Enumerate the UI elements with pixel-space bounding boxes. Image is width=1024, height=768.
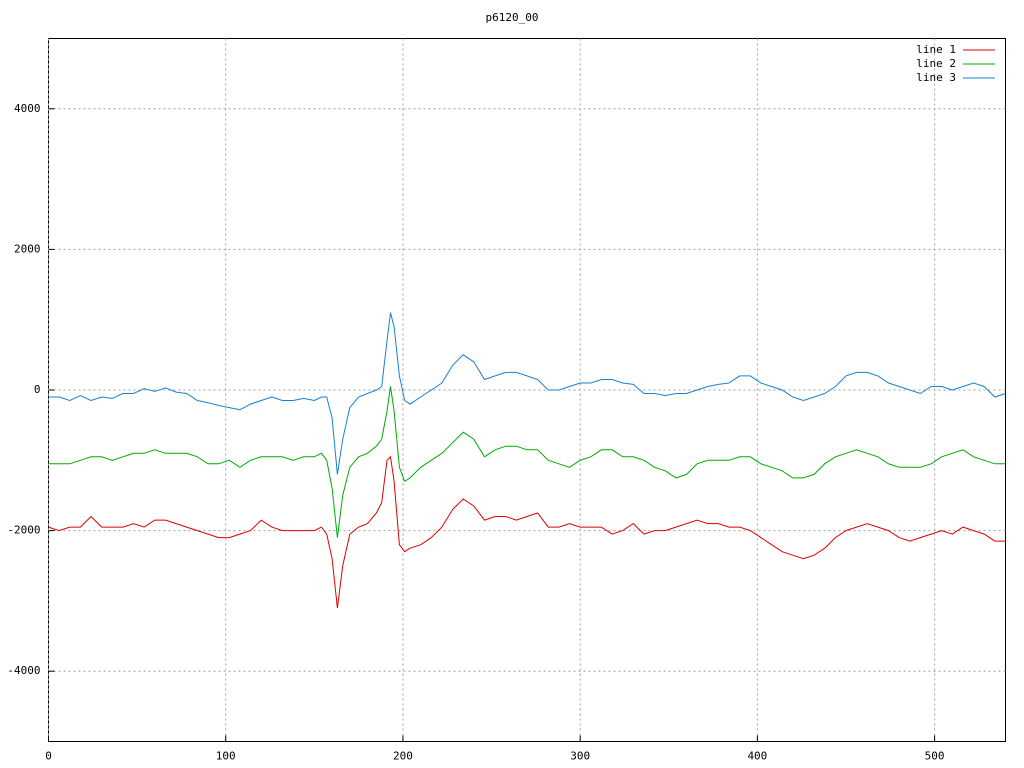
data-line: [48, 386, 1006, 538]
x-tick-label: 100: [216, 750, 236, 763]
legend-label: line 2: [916, 57, 956, 70]
x-tick-label: 500: [925, 750, 945, 763]
y-tick-label: -4000: [7, 664, 40, 677]
x-tick-label: 300: [570, 750, 590, 763]
x-tick-label: 0: [45, 750, 52, 763]
data-line: [48, 455, 1006, 608]
x-tick-label: 400: [747, 750, 767, 763]
x-tick-label: 200: [393, 750, 413, 763]
legend-label: line 1: [916, 43, 956, 56]
chart-title: p6120_00: [486, 11, 539, 24]
y-tick-label: 2000: [14, 242, 41, 255]
y-tick-label: -2000: [7, 524, 40, 537]
y-tick-label: 4000: [14, 102, 41, 115]
plot-frame: [48, 38, 1006, 742]
data-line: [48, 312, 1006, 475]
legend-label: line 3: [916, 71, 956, 84]
y-tick-label: 0: [34, 383, 41, 396]
